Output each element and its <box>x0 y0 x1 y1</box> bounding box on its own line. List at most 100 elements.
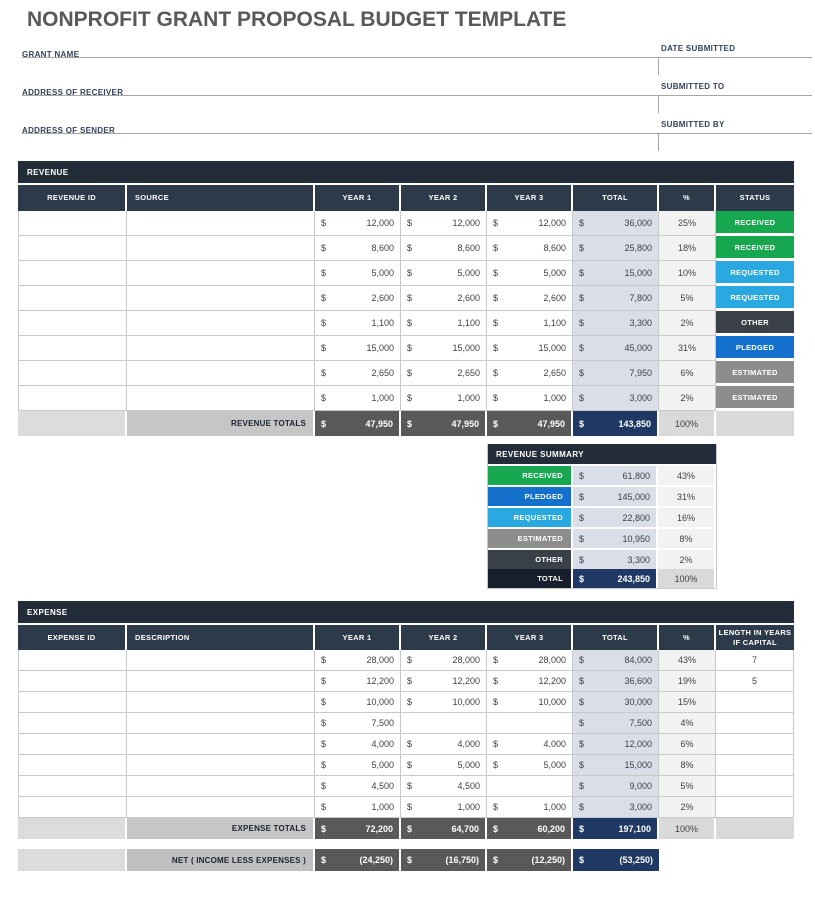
source-cell[interactable] <box>127 336 315 361</box>
length-in-years-cell[interactable]: 7 <box>716 650 794 671</box>
expense-id-cell[interactable] <box>18 713 127 734</box>
length-in-years-cell[interactable] <box>716 776 794 797</box>
year1-cell[interactable]: $12,000 <box>315 211 401 236</box>
expense-id-cell[interactable] <box>18 776 127 797</box>
grant-name-input[interactable] <box>22 58 812 76</box>
description-cell[interactable] <box>127 755 315 776</box>
year2-cell[interactable] <box>401 713 487 734</box>
source-cell[interactable] <box>127 211 315 236</box>
length-in-years-cell[interactable]: 5 <box>716 671 794 692</box>
source-cell[interactable] <box>127 236 315 261</box>
year2-cell[interactable]: $4,000 <box>401 734 487 755</box>
year2-cell[interactable]: $1,100 <box>401 311 487 336</box>
year2-cell[interactable]: $12,200 <box>401 671 487 692</box>
source-cell[interactable] <box>127 311 315 336</box>
year3-cell[interactable]: $5,000 <box>487 755 573 776</box>
status-cell[interactable]: REQUESTED <box>716 286 794 311</box>
revenue-id-cell[interactable] <box>18 236 127 261</box>
revenue-id-cell[interactable] <box>18 211 127 236</box>
source-cell[interactable] <box>127 361 315 386</box>
year1-cell[interactable]: $28,000 <box>315 650 401 671</box>
year3-cell[interactable]: $1,100 <box>487 311 573 336</box>
year3-cell[interactable]: $12,000 <box>487 211 573 236</box>
year2-cell[interactable]: $28,000 <box>401 650 487 671</box>
year3-cell[interactable]: $1,000 <box>487 386 573 411</box>
year1-cell[interactable]: $15,000 <box>315 336 401 361</box>
source-cell[interactable] <box>127 261 315 286</box>
year3-cell[interactable]: $1,000 <box>487 797 573 818</box>
currency-symbol: $ <box>321 318 327 328</box>
revenue-id-cell[interactable] <box>18 261 127 286</box>
year3-cell[interactable] <box>487 776 573 797</box>
year2-cell[interactable]: $5,000 <box>401 261 487 286</box>
year2-cell[interactable]: $5,000 <box>401 755 487 776</box>
year3-cell[interactable]: $2,600 <box>487 286 573 311</box>
revenue-id-cell[interactable] <box>18 336 127 361</box>
year1-cell[interactable]: $4,000 <box>315 734 401 755</box>
length-in-years-cell[interactable] <box>716 734 794 755</box>
expense-id-cell[interactable] <box>18 734 127 755</box>
description-cell[interactable] <box>127 797 315 818</box>
year2-cell[interactable]: $15,000 <box>401 336 487 361</box>
year1-cell[interactable]: $1,000 <box>315 386 401 411</box>
description-cell[interactable] <box>127 713 315 734</box>
year1-cell[interactable]: $5,000 <box>315 261 401 286</box>
source-cell[interactable] <box>127 386 315 411</box>
year1-cell[interactable]: $10,000 <box>315 692 401 713</box>
year2-cell[interactable]: $1,000 <box>401 386 487 411</box>
year2-cell[interactable]: $1,000 <box>401 797 487 818</box>
status-cell[interactable]: PLEDGED <box>716 336 794 361</box>
status-cell[interactable]: RECEIVED <box>716 236 794 261</box>
revenue-id-cell[interactable] <box>18 311 127 336</box>
year3-cell[interactable]: $12,200 <box>487 671 573 692</box>
description-cell[interactable] <box>127 692 315 713</box>
year2-cell[interactable]: $2,650 <box>401 361 487 386</box>
year3-cell[interactable] <box>487 713 573 734</box>
status-cell[interactable]: RECEIVED <box>716 211 794 236</box>
length-in-years-cell[interactable] <box>716 755 794 776</box>
revenue-id-cell[interactable] <box>18 361 127 386</box>
year3-cell[interactable]: $10,000 <box>487 692 573 713</box>
year1-cell[interactable]: $12,200 <box>315 671 401 692</box>
year1-cell[interactable]: $8,600 <box>315 236 401 261</box>
year3-cell[interactable]: $28,000 <box>487 650 573 671</box>
year2-cell[interactable]: $4,500 <box>401 776 487 797</box>
expense-id-cell[interactable] <box>18 650 127 671</box>
year3-cell[interactable]: $8,600 <box>487 236 573 261</box>
expense-id-cell[interactable] <box>18 692 127 713</box>
description-cell[interactable] <box>127 650 315 671</box>
address-of-sender-input[interactable] <box>22 134 812 152</box>
year1-cell[interactable]: $4,500 <box>315 776 401 797</box>
description-cell[interactable] <box>127 671 315 692</box>
year3-cell[interactable]: $5,000 <box>487 261 573 286</box>
year1-cell[interactable]: $2,600 <box>315 286 401 311</box>
expense-id-cell[interactable] <box>18 797 127 818</box>
status-cell[interactable]: OTHER <box>716 311 794 336</box>
year2-cell[interactable]: $12,000 <box>401 211 487 236</box>
revenue-id-cell[interactable] <box>18 286 127 311</box>
year1-cell[interactable]: $7,500 <box>315 713 401 734</box>
status-cell[interactable]: REQUESTED <box>716 261 794 286</box>
year3-cell[interactable]: $4,000 <box>487 734 573 755</box>
length-in-years-cell[interactable] <box>716 797 794 818</box>
year3-cell[interactable]: $15,000 <box>487 336 573 361</box>
year2-cell[interactable]: $10,000 <box>401 692 487 713</box>
year3-cell[interactable]: $2,650 <box>487 361 573 386</box>
description-cell[interactable] <box>127 734 315 755</box>
year1-cell[interactable]: $1,000 <box>315 797 401 818</box>
status-cell[interactable]: ESTIMATED <box>716 386 794 411</box>
year1-cell[interactable]: $5,000 <box>315 755 401 776</box>
length-in-years-cell[interactable] <box>716 713 794 734</box>
length-in-years-cell[interactable] <box>716 692 794 713</box>
status-cell[interactable]: ESTIMATED <box>716 361 794 386</box>
year1-cell[interactable]: $2,650 <box>315 361 401 386</box>
year2-cell[interactable]: $8,600 <box>401 236 487 261</box>
year2-cell[interactable]: $2,600 <box>401 286 487 311</box>
expense-id-cell[interactable] <box>18 671 127 692</box>
description-cell[interactable] <box>127 776 315 797</box>
source-cell[interactable] <box>127 286 315 311</box>
year1-cell[interactable]: $1,100 <box>315 311 401 336</box>
revenue-id-cell[interactable] <box>18 386 127 411</box>
expense-id-cell[interactable] <box>18 755 127 776</box>
address-of-receiver-input[interactable] <box>22 96 812 114</box>
